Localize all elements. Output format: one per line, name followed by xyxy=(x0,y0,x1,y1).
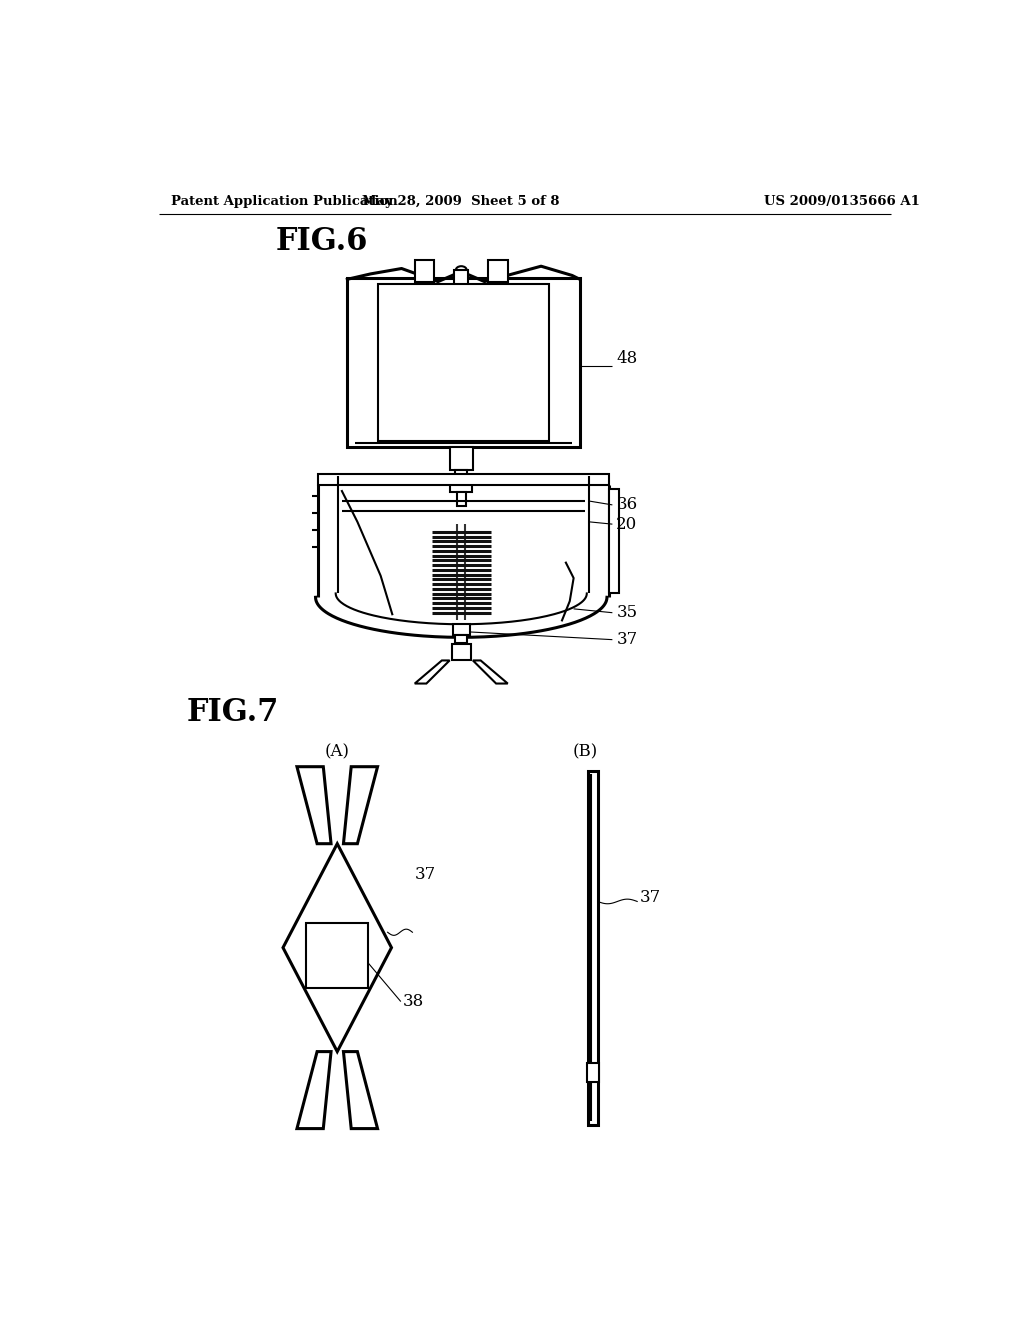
Bar xyxy=(317,474,609,484)
Bar xyxy=(415,260,434,281)
Text: (B): (B) xyxy=(572,743,598,760)
Bar xyxy=(455,470,467,477)
Bar xyxy=(306,923,369,989)
Bar xyxy=(453,624,470,635)
Polygon shape xyxy=(297,1052,331,1129)
Bar xyxy=(451,477,472,492)
Text: Patent Application Publication: Patent Application Publication xyxy=(171,195,397,209)
Bar xyxy=(457,492,466,506)
Text: (A): (A) xyxy=(325,743,350,760)
Polygon shape xyxy=(343,767,378,843)
Text: US 2009/0135666 A1: US 2009/0135666 A1 xyxy=(764,195,920,209)
Bar xyxy=(589,771,598,1125)
Bar xyxy=(488,260,508,281)
Polygon shape xyxy=(283,843,391,1052)
Bar xyxy=(455,321,468,351)
Text: 37: 37 xyxy=(415,866,436,883)
Text: 38: 38 xyxy=(403,993,424,1010)
Polygon shape xyxy=(473,660,508,684)
Bar xyxy=(347,277,580,447)
Text: 35: 35 xyxy=(616,605,637,622)
Text: May 28, 2009  Sheet 5 of 8: May 28, 2009 Sheet 5 of 8 xyxy=(362,195,560,209)
Text: 48: 48 xyxy=(616,350,638,367)
Bar xyxy=(452,308,471,321)
Bar xyxy=(455,285,468,309)
Text: FIG.6: FIG.6 xyxy=(275,226,368,257)
Polygon shape xyxy=(343,1052,378,1129)
Bar xyxy=(455,271,468,285)
Bar xyxy=(450,447,473,470)
Text: 20: 20 xyxy=(616,516,638,533)
Polygon shape xyxy=(415,660,450,684)
Text: 37: 37 xyxy=(640,890,660,906)
Bar xyxy=(587,1063,599,1082)
Polygon shape xyxy=(297,767,331,843)
Text: 37: 37 xyxy=(616,631,638,648)
Bar xyxy=(609,488,618,594)
Bar xyxy=(455,635,467,643)
Text: 36: 36 xyxy=(616,496,637,513)
Bar xyxy=(378,284,549,441)
Text: FIG.7: FIG.7 xyxy=(186,697,279,729)
Bar xyxy=(452,644,471,660)
